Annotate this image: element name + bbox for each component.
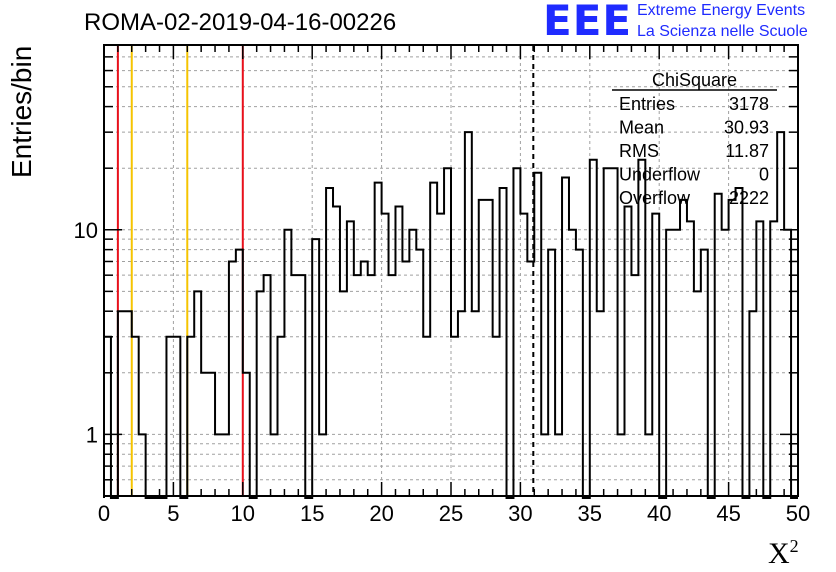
x-tick-label: 40 bbox=[647, 501, 671, 526]
stats-value: 2222 bbox=[729, 188, 769, 208]
x-tick-label: 45 bbox=[716, 501, 740, 526]
logo-subtitle-2: La Scienza nelle Scuole bbox=[637, 23, 808, 40]
stats-label: Entries bbox=[619, 94, 675, 114]
stats-value: 3178 bbox=[729, 94, 769, 114]
logo-subtitle-1: Extreme Energy Events bbox=[637, 2, 806, 19]
x-tick-label: 25 bbox=[439, 501, 463, 526]
stats-label: Underflow bbox=[619, 165, 701, 185]
chart-title: ROMA-02-2019-04-16-00226 bbox=[84, 9, 397, 36]
x-tick-label: 50 bbox=[786, 501, 810, 526]
stats-title: ChiSquare bbox=[652, 70, 737, 90]
stats-box: ChiSquare Entries 3178 Mean 30.93 RMS 11.87 Und… bbox=[612, 70, 777, 208]
stats-label: Overflow bbox=[619, 188, 691, 208]
x-tick-label: 0 bbox=[98, 501, 110, 526]
x-axis-label: X2 bbox=[768, 536, 799, 570]
x-tick-label: 35 bbox=[578, 501, 602, 526]
y-tick-label: 10 bbox=[74, 218, 98, 243]
stats-value: 11.87 bbox=[725, 141, 769, 161]
stats-label: RMS bbox=[619, 141, 659, 161]
x-tick-label: 5 bbox=[167, 501, 179, 526]
axis-ticks: 0 5 10 15 20 25 30 35 40 45 50 1 10 bbox=[74, 45, 810, 526]
stats-value: 0 bbox=[759, 165, 769, 185]
stats-value: 30.93 bbox=[724, 118, 769, 138]
y-tick-label: 1 bbox=[86, 422, 98, 447]
x-tick-label: 15 bbox=[300, 501, 324, 526]
x-tick-label: 30 bbox=[508, 501, 532, 526]
grid-lines bbox=[104, 45, 798, 496]
histogram-outline bbox=[103, 131, 798, 499]
x-tick-label: 20 bbox=[369, 501, 393, 526]
eee-logo: EEE bbox=[543, 0, 633, 45]
x-tick-label: 10 bbox=[231, 501, 255, 526]
stats-label: Mean bbox=[619, 118, 664, 138]
